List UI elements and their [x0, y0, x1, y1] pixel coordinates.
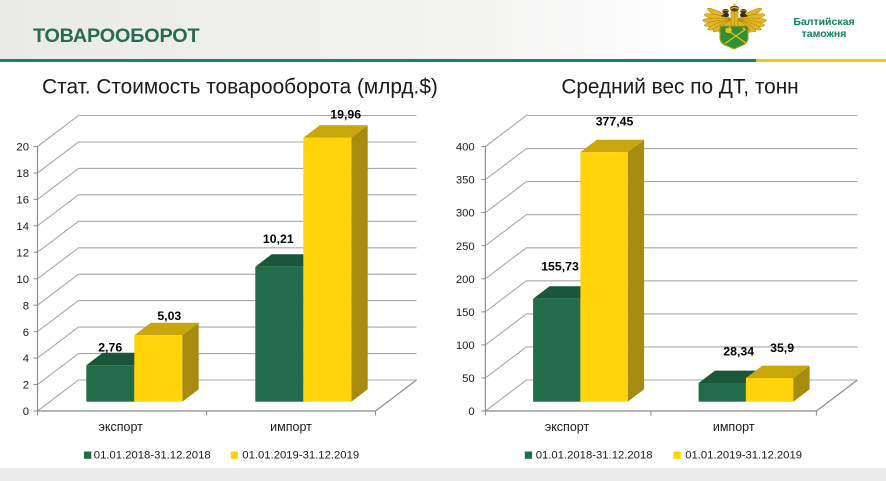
svg-text:35,9: 35,9: [770, 341, 794, 355]
svg-text:Стат. Стоимость товарооборота: Стат. Стоимость товарооборота (млрд.$): [42, 76, 438, 99]
svg-text:01.01.2019-31.12.2019: 01.01.2019-31.12.2019: [242, 449, 359, 461]
svg-text:5,03: 5,03: [157, 309, 181, 323]
svg-text:экспорт: экспорт: [545, 420, 590, 434]
svg-text:150: 150: [456, 307, 475, 319]
svg-text:0: 0: [23, 406, 29, 418]
svg-text:28,34: 28,34: [723, 345, 754, 359]
svg-text:19,96: 19,96: [330, 108, 361, 122]
svg-text:250: 250: [456, 241, 475, 253]
svg-text:155,73: 155,73: [541, 259, 579, 273]
svg-text:8: 8: [23, 300, 29, 312]
svg-text:350: 350: [456, 175, 475, 187]
svg-text:300: 300: [456, 208, 475, 220]
svg-text:12: 12: [16, 247, 29, 259]
svg-text:2,76: 2,76: [98, 340, 122, 354]
svg-text:4: 4: [23, 353, 29, 365]
svg-text:2: 2: [23, 380, 29, 392]
svg-text:экспорт: экспорт: [99, 420, 144, 434]
svg-text:18: 18: [16, 168, 29, 180]
svg-text:импорт: импорт: [713, 420, 755, 434]
svg-text:400: 400: [456, 142, 475, 154]
svg-text:100: 100: [456, 340, 475, 352]
svg-text:16: 16: [16, 195, 29, 207]
svg-text:01.01.2019-31.12.2019: 01.01.2019-31.12.2019: [685, 449, 802, 461]
svg-text:Средний вес по ДТ, тонн: Средний вес по ДТ, тонн: [561, 76, 798, 99]
svg-text:200: 200: [456, 274, 475, 286]
svg-text:10: 10: [16, 274, 29, 286]
svg-text:377,45: 377,45: [596, 114, 634, 128]
svg-text:0: 0: [468, 406, 474, 418]
svg-text:импорт: импорт: [270, 420, 312, 434]
svg-text:6: 6: [23, 327, 29, 339]
svg-text:10,21: 10,21: [263, 232, 294, 246]
svg-text:14: 14: [16, 221, 29, 233]
svg-text:20: 20: [16, 142, 29, 154]
svg-text:01.01.2018-31.12.2018: 01.01.2018-31.12.2018: [94, 449, 211, 461]
svg-text:01.01.2018-31.12.2018: 01.01.2018-31.12.2018: [536, 449, 653, 461]
svg-text:50: 50: [462, 373, 475, 385]
